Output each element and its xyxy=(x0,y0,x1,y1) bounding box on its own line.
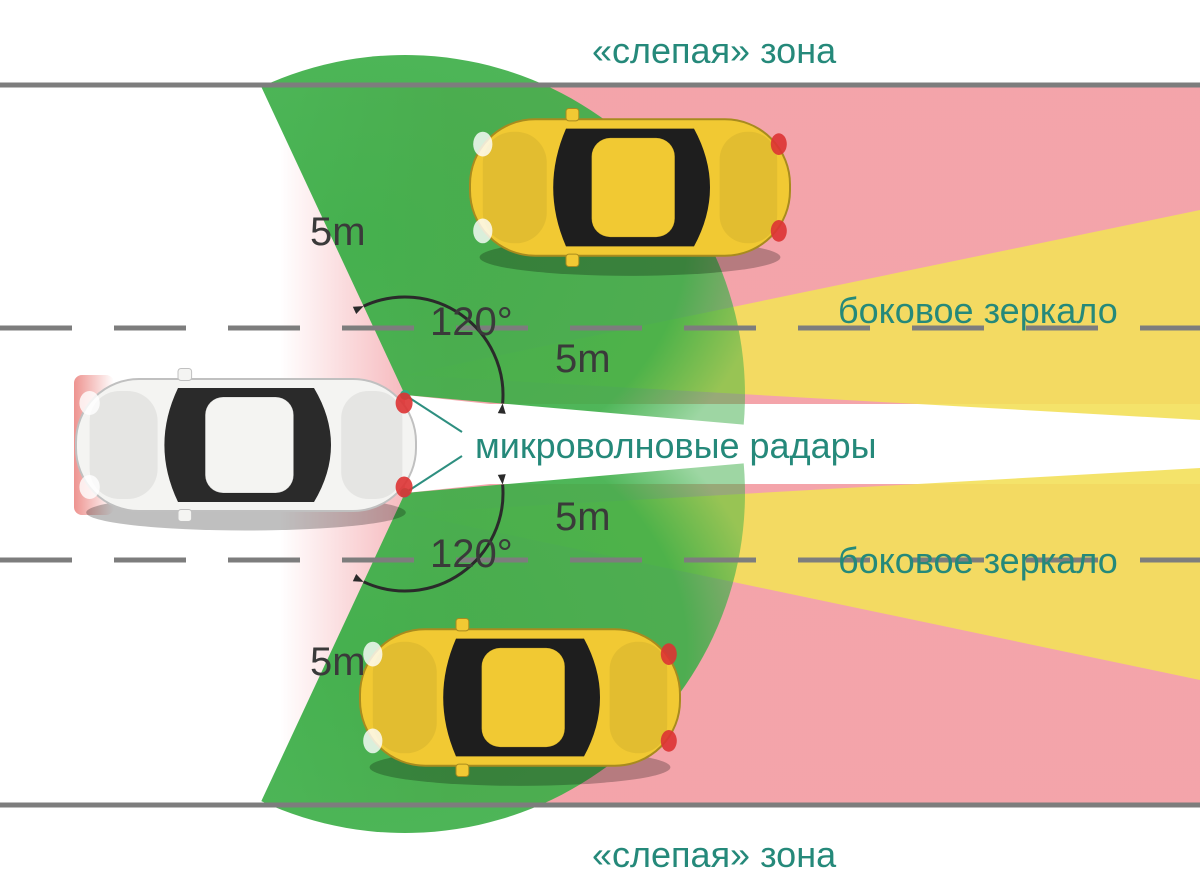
car-ego xyxy=(76,369,416,531)
diagram-svg xyxy=(0,0,1200,891)
car-other-top xyxy=(470,108,790,275)
car-other-bottom xyxy=(360,618,680,785)
diagram-stage: «слепая» зона «слепая» зона боковое зерк… xyxy=(0,0,1200,891)
